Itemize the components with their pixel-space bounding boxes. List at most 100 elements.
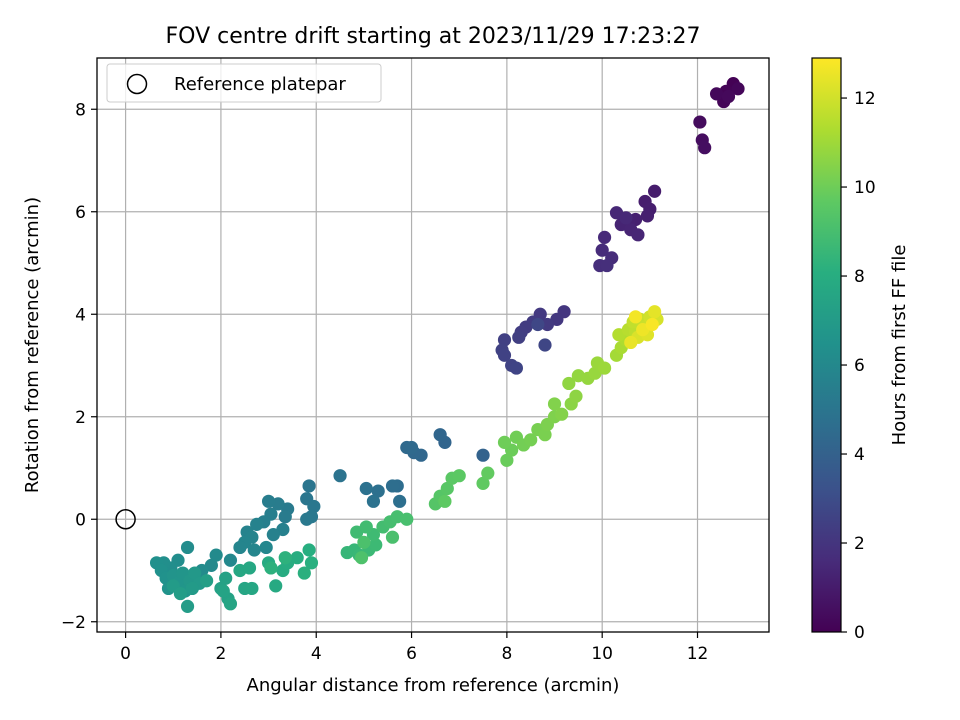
y-tick-label: 6 xyxy=(75,203,86,223)
data-point xyxy=(354,551,369,565)
data-points xyxy=(149,77,745,613)
x-tick-label: 0 xyxy=(120,644,131,664)
data-point xyxy=(569,389,583,403)
data-point xyxy=(538,338,552,352)
y-axis-label: Rotation from reference (arcmin) xyxy=(22,197,43,493)
data-point xyxy=(500,453,514,467)
grid-lines xyxy=(97,58,769,632)
data-point xyxy=(250,517,264,531)
data-point xyxy=(278,510,292,524)
data-point xyxy=(538,428,552,442)
data-point xyxy=(540,317,554,332)
colorbar-ticks: 0 2 4 6 8 10 12 xyxy=(841,89,876,643)
data-point xyxy=(302,543,316,557)
data-point xyxy=(531,317,545,332)
data-point xyxy=(698,141,712,155)
data-point xyxy=(188,566,202,580)
data-point xyxy=(452,469,466,483)
data-point xyxy=(359,520,373,534)
data-point xyxy=(302,479,316,493)
data-point xyxy=(200,574,214,588)
data-point xyxy=(404,440,419,455)
data-point xyxy=(481,466,495,480)
x-tick-label: 6 xyxy=(406,644,417,664)
data-point xyxy=(385,479,400,493)
data-point xyxy=(307,499,321,514)
data-point xyxy=(433,428,447,442)
data-point xyxy=(628,310,643,324)
y-tick-label: 2 xyxy=(75,408,86,428)
data-point xyxy=(185,581,199,596)
data-point xyxy=(216,584,230,598)
data-point xyxy=(180,599,195,613)
data-point xyxy=(245,581,259,596)
x-axis-label: Angular distance from reference (arcmin) xyxy=(247,675,620,696)
data-point xyxy=(721,89,736,104)
data-point xyxy=(562,376,576,391)
colorbar-tick-label: 12 xyxy=(854,89,876,109)
data-point xyxy=(440,481,454,496)
legend-entry-label: Reference platepar xyxy=(174,74,346,95)
data-point xyxy=(371,484,385,498)
data-point xyxy=(497,435,512,449)
legend-box xyxy=(106,63,382,103)
reference-platepar-marker xyxy=(115,509,136,530)
data-point xyxy=(624,335,638,350)
y-axis-ticks: −2 0 2 4 6 8 xyxy=(61,100,97,633)
data-point xyxy=(266,528,280,542)
data-point xyxy=(247,543,261,557)
data-point xyxy=(555,407,569,421)
data-point xyxy=(290,551,304,565)
x-tick-label: 8 xyxy=(501,644,512,664)
data-point xyxy=(595,243,609,257)
x-tick-label: 4 xyxy=(311,644,322,664)
data-point xyxy=(547,397,562,411)
y-tick-label: 4 xyxy=(75,305,86,325)
data-point xyxy=(264,561,278,575)
data-point xyxy=(645,317,659,332)
colorbar xyxy=(811,57,842,633)
data-point xyxy=(693,115,707,129)
data-point xyxy=(259,540,273,555)
data-point xyxy=(297,566,311,580)
colorbar-tick-label: 10 xyxy=(854,178,876,198)
data-point xyxy=(385,530,400,544)
legend: Reference platepar xyxy=(106,63,382,103)
data-point xyxy=(497,348,512,362)
data-point xyxy=(597,361,612,375)
data-point xyxy=(600,258,614,273)
data-point xyxy=(219,571,233,585)
data-point xyxy=(438,494,452,508)
data-point xyxy=(333,469,347,483)
data-point xyxy=(393,494,407,508)
data-point xyxy=(619,211,633,225)
colorbar-tick-label: 2 xyxy=(854,534,865,554)
data-point xyxy=(369,538,383,552)
y-tick-label: 8 xyxy=(75,100,86,120)
x-tick-label: 2 xyxy=(216,644,227,664)
colorbar-label: Hours from first FF file xyxy=(889,245,910,446)
y-tick-label: 0 xyxy=(75,510,86,530)
data-point xyxy=(497,333,512,347)
data-point xyxy=(357,535,371,549)
data-point xyxy=(242,561,257,575)
data-point xyxy=(209,548,223,562)
data-point xyxy=(631,228,645,242)
data-point xyxy=(223,597,238,611)
y-tick-label: −2 xyxy=(61,613,86,633)
colorbar-tick-label: 6 xyxy=(854,356,865,376)
data-point xyxy=(180,540,195,555)
data-point xyxy=(269,579,283,593)
data-point xyxy=(512,330,526,344)
x-axis-ticks: 0 2 4 6 8 10 12 xyxy=(120,632,708,664)
x-tick-label: 12 xyxy=(687,644,709,664)
colorbar-tick-label: 8 xyxy=(854,267,865,287)
data-point xyxy=(223,553,238,567)
chart-title: FOV centre drift starting at 2023/11/29 … xyxy=(166,24,701,49)
data-point xyxy=(648,305,662,319)
data-point xyxy=(304,556,319,570)
data-point xyxy=(509,361,524,375)
data-point xyxy=(731,82,745,96)
data-point xyxy=(640,209,655,223)
